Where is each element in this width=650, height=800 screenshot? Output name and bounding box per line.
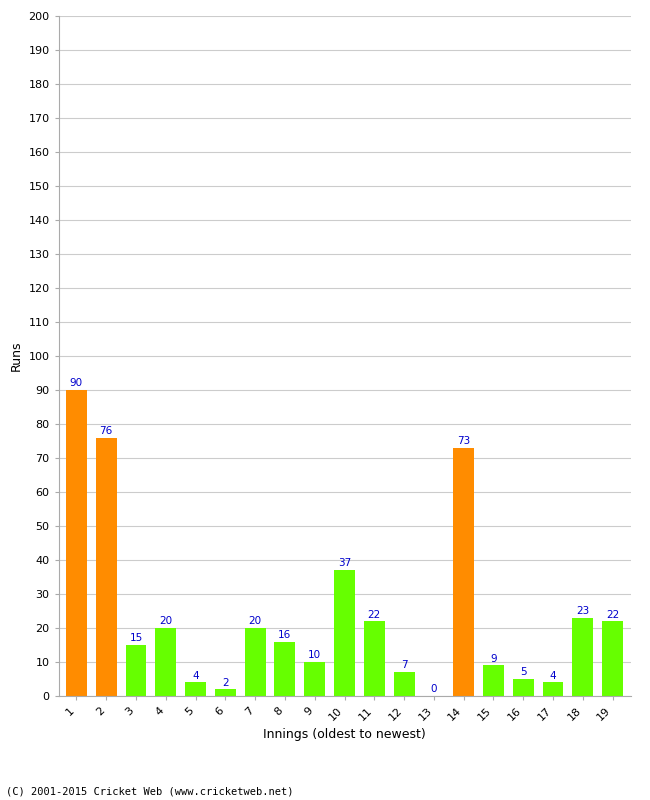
Bar [66,390,87,696]
Text: 20: 20 [248,616,262,626]
Bar [573,618,593,696]
Text: 90: 90 [70,378,83,388]
Bar [244,628,266,696]
Text: 22: 22 [606,610,619,619]
Text: 22: 22 [368,610,381,619]
Bar [513,679,534,696]
Text: 20: 20 [159,616,172,626]
Bar [334,570,355,696]
Bar [274,642,295,696]
Text: (C) 2001-2015 Cricket Web (www.cricketweb.net): (C) 2001-2015 Cricket Web (www.cricketwe… [6,786,294,796]
Bar [215,689,236,696]
Text: 15: 15 [129,634,142,643]
Bar [96,438,116,696]
Text: 0: 0 [430,684,437,694]
Text: 16: 16 [278,630,292,640]
Bar [125,645,146,696]
Text: 7: 7 [401,661,408,670]
X-axis label: Innings (oldest to newest): Innings (oldest to newest) [263,728,426,741]
Text: 9: 9 [490,654,497,664]
Bar [155,628,176,696]
Bar [304,662,325,696]
Text: 10: 10 [308,650,321,660]
Bar [453,448,474,696]
Text: 23: 23 [576,606,590,616]
Text: 76: 76 [99,426,113,436]
Text: 4: 4 [550,670,556,681]
Text: 2: 2 [222,678,229,687]
Bar [483,666,504,696]
Bar [602,621,623,696]
Bar [185,682,206,696]
Bar [394,672,415,696]
Text: 5: 5 [520,667,526,678]
Text: 37: 37 [338,558,351,569]
Bar [364,621,385,696]
Bar [543,682,564,696]
Y-axis label: Runs: Runs [10,341,23,371]
Text: 73: 73 [457,436,471,446]
Text: 4: 4 [192,670,199,681]
